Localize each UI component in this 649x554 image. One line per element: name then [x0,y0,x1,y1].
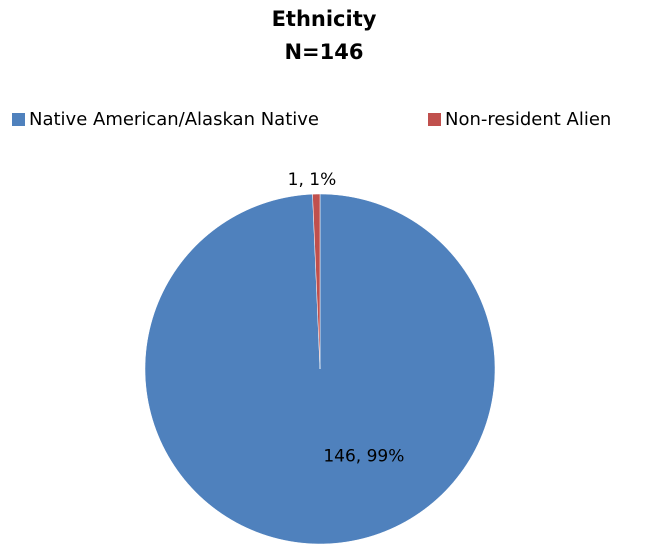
legend-swatch [428,113,441,126]
data-label: 1, 1% [288,170,337,190]
legend-label: Non-resident Alien [445,109,611,130]
legend-label: Native American/Alaskan Native [29,109,319,130]
chart-subtitle: N=146 [284,40,363,64]
legend-swatch [12,113,25,126]
data-label: 146, 99% [323,446,404,466]
pie-slice [312,193,321,370]
chart-title: Ethnicity [272,7,377,31]
